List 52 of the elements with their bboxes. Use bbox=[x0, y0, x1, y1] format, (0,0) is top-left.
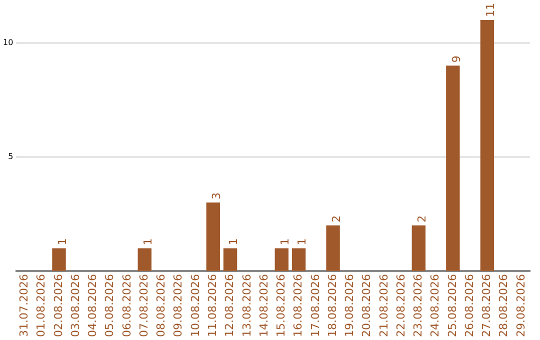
x-tick-label: 12.08.2026 bbox=[223, 274, 236, 338]
x-tick-label: 21.08.2026 bbox=[377, 274, 390, 338]
x-tick-label: 19.08.2026 bbox=[343, 274, 356, 338]
x-tick-label: 01.08.2026 bbox=[34, 274, 48, 338]
data-label: 3 bbox=[210, 192, 224, 200]
x-tick-label: 15.08.2026 bbox=[274, 274, 288, 338]
data-label: 1 bbox=[56, 238, 69, 246]
x-tick-label: 14.08.2026 bbox=[257, 274, 270, 338]
x-tick-label: 27.08.2026 bbox=[480, 274, 494, 338]
y-tick-label: 10 bbox=[2, 38, 14, 47]
x-tick-label: 17.08.2026 bbox=[308, 274, 322, 338]
bar bbox=[138, 248, 152, 272]
x-tick-label: 07.08.2026 bbox=[137, 274, 150, 338]
x-tick-label: 11.08.2026 bbox=[206, 274, 220, 338]
x-tick-label: 05.08.2026 bbox=[103, 274, 116, 338]
data-label: 1 bbox=[278, 238, 292, 246]
bar bbox=[206, 202, 220, 272]
bar bbox=[480, 20, 494, 272]
data-label: 1 bbox=[141, 238, 154, 246]
x-tick-label: 03.08.2026 bbox=[68, 274, 82, 338]
x-tick-label: 28.08.2026 bbox=[497, 274, 510, 338]
x-tick-label: 31.07.2026 bbox=[18, 274, 31, 338]
bar bbox=[446, 66, 460, 272]
x-tick-label: 13.08.2026 bbox=[240, 274, 254, 338]
x-tick-label: 26.08.2026 bbox=[462, 274, 476, 338]
bar bbox=[274, 248, 289, 272]
x-tick-label: 06.08.2026 bbox=[120, 274, 134, 338]
data-label: 2 bbox=[416, 215, 429, 222]
data-label: 9 bbox=[450, 56, 463, 63]
data-label: 1 bbox=[296, 238, 309, 246]
x-tick-label: 02.08.2026 bbox=[52, 274, 65, 338]
x-tick-label: 20.08.2026 bbox=[360, 274, 374, 338]
x-tick-label: 16.08.2026 bbox=[292, 274, 305, 338]
x-tick-label: 10.08.2026 bbox=[188, 274, 202, 338]
data-label: 2 bbox=[330, 215, 343, 222]
data-label: 11 bbox=[484, 3, 498, 17]
x-tick-label: 18.08.2026 bbox=[326, 274, 339, 338]
bar bbox=[412, 225, 426, 272]
x-tick-label: 08.08.2026 bbox=[154, 274, 168, 338]
y-tick-label: 5 bbox=[8, 152, 14, 161]
x-tick-label: 23.08.2026 bbox=[412, 274, 425, 338]
x-tick-label: 22.08.2026 bbox=[394, 274, 408, 338]
data-label: 1 bbox=[227, 238, 240, 246]
bar bbox=[52, 248, 66, 272]
x-tick-label: 25.08.2026 bbox=[446, 274, 459, 338]
x-tick-label: 29.08.2026 bbox=[514, 274, 528, 338]
x-tick-label: 09.08.2026 bbox=[172, 274, 185, 338]
bar bbox=[326, 225, 340, 272]
bar bbox=[292, 248, 306, 272]
bar bbox=[223, 248, 238, 272]
x-tick-label: 04.08.2026 bbox=[86, 274, 100, 338]
x-tick-label: 24.08.2026 bbox=[428, 274, 442, 338]
